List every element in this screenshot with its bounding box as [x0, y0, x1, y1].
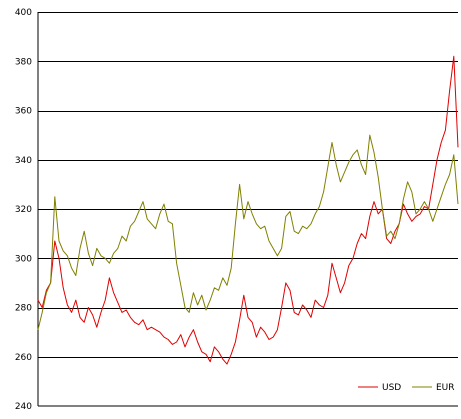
y-tick-label-280: 280	[15, 304, 32, 314]
y-tick-label-260: 260	[15, 353, 32, 363]
y-tick-labels: 240 260 280 300 320 340 360 380 400	[15, 8, 32, 412]
series-line-usd	[37, 55, 459, 365]
legend: USD EUR	[358, 383, 455, 393]
y-tick-label-360: 360	[15, 107, 32, 117]
legend-label-usd: USD	[382, 383, 401, 393]
y-tick-label-320: 320	[15, 205, 32, 215]
y-tick-label-300: 300	[15, 254, 32, 264]
legend-label-eur: EUR	[436, 383, 455, 393]
y-tick-label-340: 340	[15, 156, 32, 166]
y-tick-label-400: 400	[15, 8, 32, 18]
series-lines	[37, 55, 459, 365]
series-line-eur	[37, 134, 459, 330]
gridlines	[38, 12, 458, 358]
y-tick-label-240: 240	[15, 402, 32, 412]
y-tick-label-380: 380	[15, 57, 32, 67]
